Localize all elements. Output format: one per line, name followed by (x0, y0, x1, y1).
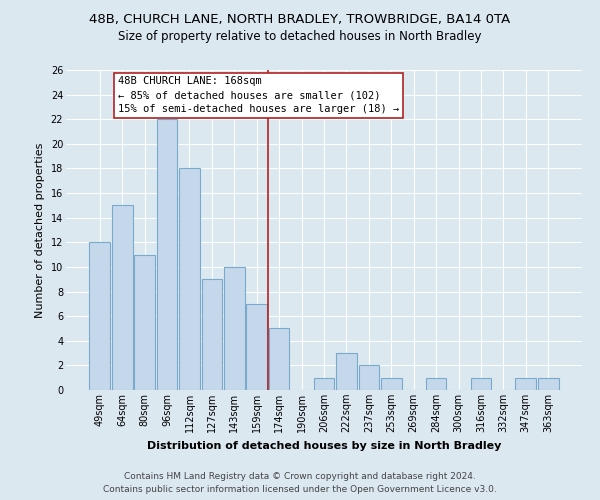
Bar (314, 378, 334, 390)
Bar (157, 119, 178, 390)
Bar (224, 267, 245, 390)
Y-axis label: Number of detached properties: Number of detached properties (35, 142, 45, 318)
Bar (134, 254, 155, 390)
Bar (336, 353, 357, 390)
Bar (470, 378, 491, 390)
Bar (179, 168, 200, 390)
Text: Contains HM Land Registry data © Crown copyright and database right 2024.: Contains HM Land Registry data © Crown c… (124, 472, 476, 481)
Text: Size of property relative to detached houses in North Bradley: Size of property relative to detached ho… (118, 30, 482, 43)
Text: 48B CHURCH LANE: 168sqm
← 85% of detached houses are smaller (102)
15% of semi-d: 48B CHURCH LANE: 168sqm ← 85% of detache… (118, 76, 399, 114)
Bar (269, 328, 289, 390)
Bar (381, 378, 401, 390)
Bar (247, 304, 267, 390)
Bar (515, 378, 536, 390)
X-axis label: Distribution of detached houses by size in North Bradley: Distribution of detached houses by size … (147, 440, 501, 450)
Text: Contains public sector information licensed under the Open Government Licence v3: Contains public sector information licen… (103, 485, 497, 494)
Bar (359, 366, 379, 390)
Text: 48B, CHURCH LANE, NORTH BRADLEY, TROWBRIDGE, BA14 0TA: 48B, CHURCH LANE, NORTH BRADLEY, TROWBRI… (89, 12, 511, 26)
Bar (112, 206, 133, 390)
Bar (202, 279, 222, 390)
Bar (538, 378, 559, 390)
Bar (89, 242, 110, 390)
Bar (426, 378, 446, 390)
